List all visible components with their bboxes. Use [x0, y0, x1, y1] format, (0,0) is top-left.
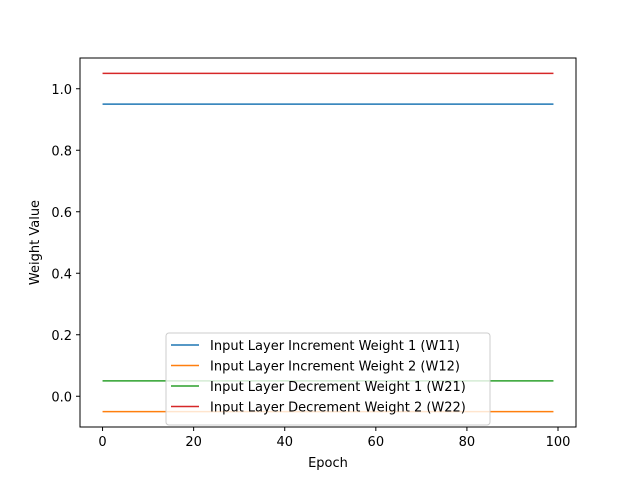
legend-label: Input Layer Increment Weight 1 (W11)	[210, 339, 460, 354]
plot-frame	[79, 57, 577, 428]
tick-layer: 0 20 40 60 80 100 0.0 0.2 0.4 0.6 0.8 1.0	[51, 83, 570, 450]
x-tick-label: 60	[368, 435, 385, 450]
x-tick-label: 40	[276, 435, 293, 450]
legend-label: Input Layer Decrement Weight 2 (W22)	[210, 401, 466, 416]
x-tick-label: 0	[98, 435, 106, 450]
x-tick-label: 100	[546, 435, 571, 450]
y-tick-label: 0.2	[51, 329, 72, 344]
x-tick-label: 20	[185, 435, 202, 450]
x-tick-label: 80	[459, 435, 476, 450]
legend-box	[165, 332, 491, 426]
y-tick-label: 0.0	[51, 390, 72, 405]
legend-label: Input Layer Increment Weight 2 (W12)	[210, 360, 460, 375]
y-axis-label: Weight Value	[28, 200, 43, 285]
legend-label: Input Layer Decrement Weight 1 (W21)	[210, 380, 466, 395]
y-tick-label: 0.6	[51, 206, 72, 221]
y-tick-label: 0.4	[51, 267, 72, 282]
legend: Input Layer Increment Weight 1 (W11) Inpu…	[165, 332, 491, 426]
x-axis-label: Epoch	[308, 456, 348, 471]
y-tick-label: 0.8	[51, 144, 72, 159]
y-tick-label: 1.0	[51, 83, 72, 98]
